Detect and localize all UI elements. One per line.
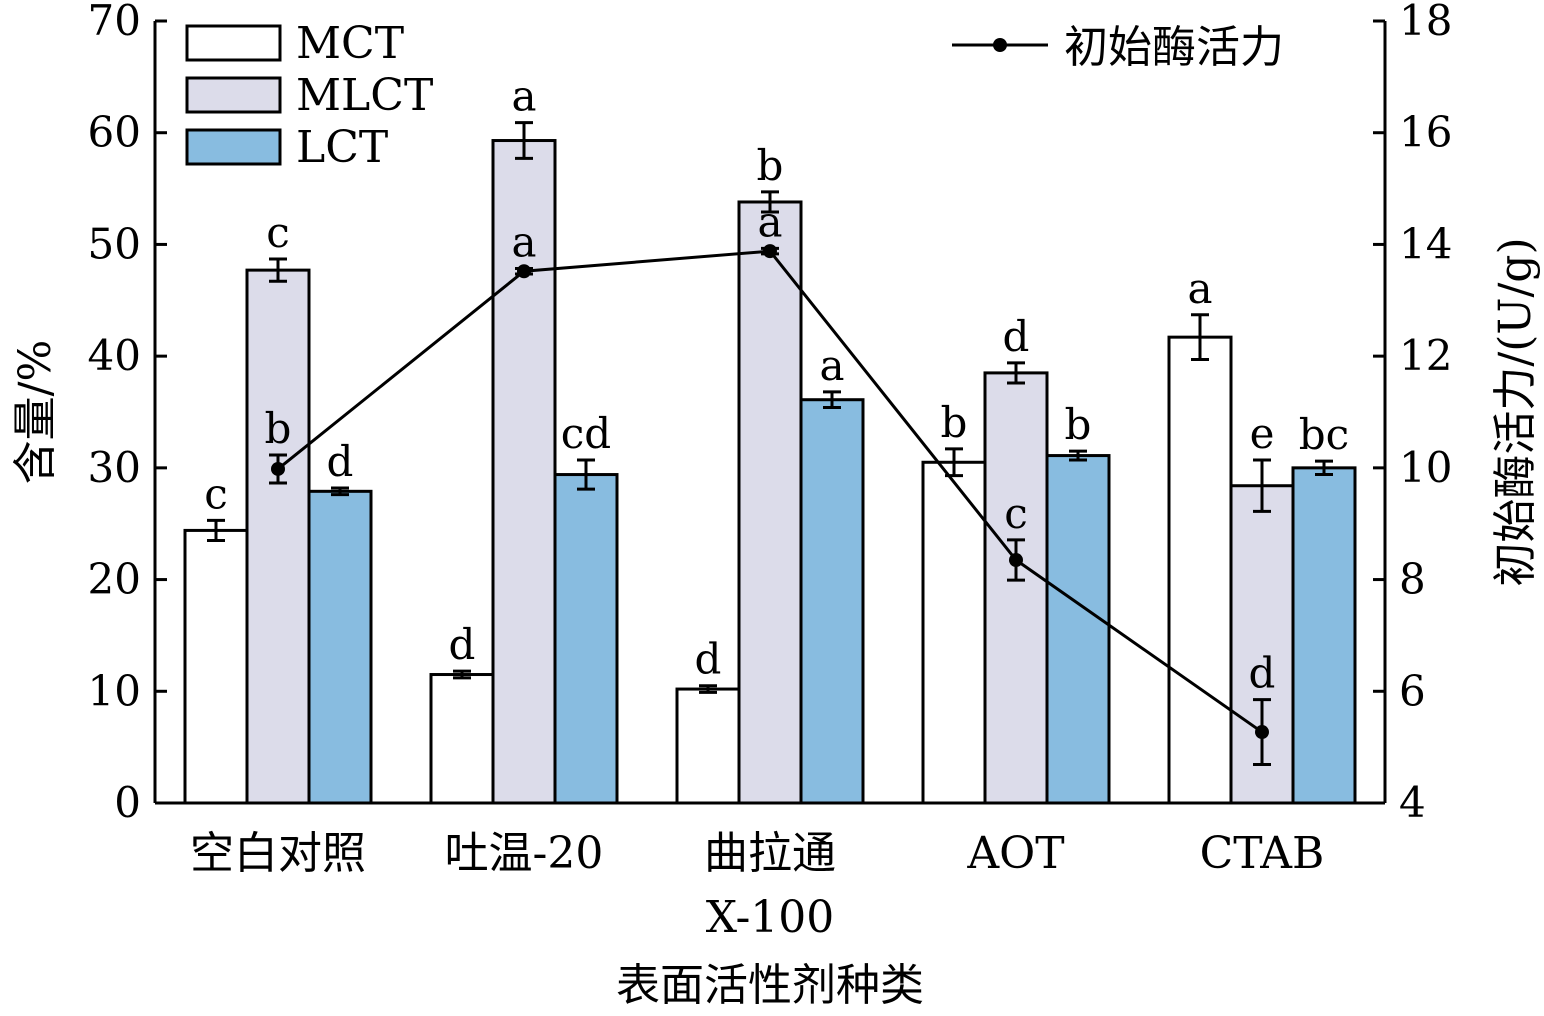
y2-tick-label: 16 [1399, 108, 1452, 157]
legend-swatch-mct [185, 24, 282, 62]
bar-mct [183, 528, 249, 805]
significance-letter: c [204, 469, 228, 518]
bar-lct [1291, 466, 1357, 805]
x-tick-label: X-100 [706, 892, 835, 943]
bar-lct [307, 489, 373, 805]
significance-letter: bc [1299, 410, 1349, 459]
x-tick-label: CTAB [1200, 828, 1325, 879]
significance-letter: b [1065, 400, 1092, 449]
y-tick-label: 0 [114, 778, 141, 827]
y-tick-label: 30 [88, 443, 141, 492]
significance-letter: a [1187, 264, 1212, 313]
x-tick-label: 曲拉通 [704, 828, 836, 879]
significance-letter: d [1003, 312, 1030, 361]
x-tick-label: 吐温-20 [445, 828, 604, 879]
bar-mlct [737, 200, 803, 805]
significance-letter: d [695, 635, 722, 684]
significance-letter: cd [561, 409, 611, 458]
line-point [1009, 553, 1023, 568]
line-point [271, 461, 285, 476]
x-axis-title: 表面活性剂种类 [616, 960, 924, 1011]
line-significance-letter: a [757, 197, 782, 246]
line-point [763, 244, 777, 259]
y-tick-label: 60 [88, 108, 141, 157]
y-axis-title: 含量/% [10, 340, 61, 485]
legend-label-line: 初始酶活力 [1064, 22, 1284, 73]
y-tick-label: 70 [88, 0, 141, 45]
significance-letter: c [266, 208, 290, 257]
y2-tick-label: 6 [1399, 666, 1426, 715]
axes-layer: 0 10 20 30 40 50 60 70 4 6 8 10 12 14 16 18 空白对照 吐温-20 曲拉通… [88, 0, 1453, 943]
y2-tick-label: 18 [1399, 0, 1452, 45]
legend-swatch-lct [185, 128, 282, 166]
significance-letter: d [327, 437, 354, 486]
y-tick-label: 50 [88, 219, 141, 268]
significance-letter: d [449, 620, 476, 669]
significance-letter: a [511, 72, 536, 121]
bar-mct [429, 673, 495, 805]
y2-axis-title: 初始酶活力/(U/g) [1490, 237, 1541, 586]
y2-tick-label: 8 [1399, 555, 1426, 604]
bar-lct [1045, 454, 1111, 805]
y-tick-label: 40 [88, 331, 141, 380]
bar-mct [921, 460, 987, 805]
y2-tick-label: 12 [1399, 331, 1452, 380]
line-significance-letter: d [1249, 649, 1276, 698]
legend-label-mct: MCT [296, 18, 404, 69]
line-point [517, 264, 531, 279]
line-significance-letter: c [1004, 489, 1028, 538]
legend-label-mlct: MLCT [296, 70, 433, 121]
significance-letter: b [941, 398, 968, 447]
bar-mct [675, 687, 741, 805]
line-significance-letter: a [511, 217, 536, 266]
legend-line-marker [993, 38, 1007, 52]
bar-lct [799, 398, 865, 805]
x-tick-label: AOT [966, 828, 1064, 879]
legend-label-lct: LCT [296, 122, 388, 173]
bar-mlct [245, 268, 311, 805]
significance-letter: a [819, 341, 844, 390]
line-layer: ba acd [265, 197, 1276, 766]
bar-lct [553, 473, 619, 805]
x-tick-label: 空白对照 [190, 828, 366, 879]
y-tick-label: 10 [88, 666, 141, 715]
significance-letter: b [757, 141, 784, 190]
significance-letter: e [1250, 409, 1275, 458]
y-tick-label: 20 [88, 555, 141, 604]
bar-mct [1167, 335, 1233, 805]
legend-swatch-mlct [185, 76, 282, 114]
line-point [1255, 725, 1269, 740]
line-significance-letter: b [265, 404, 292, 453]
y2-tick-label: 10 [1399, 443, 1452, 492]
bar-mlct [983, 371, 1049, 805]
y2-tick-label: 4 [1399, 778, 1426, 827]
y2-tick-label: 14 [1399, 219, 1452, 268]
